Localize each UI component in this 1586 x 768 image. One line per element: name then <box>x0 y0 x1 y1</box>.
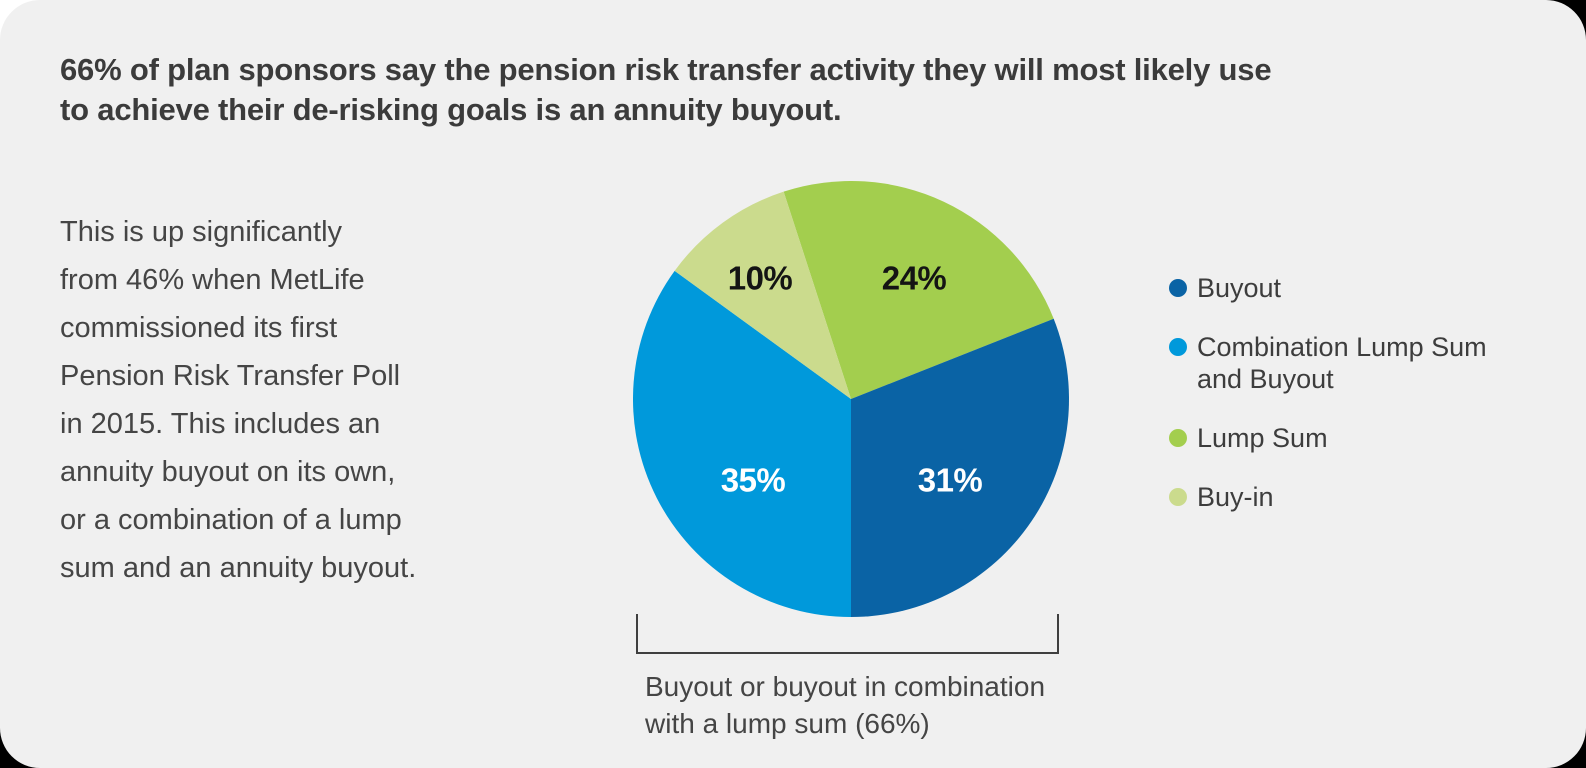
legend-label: Buy-in <box>1197 482 1274 512</box>
pie-slice-buyout <box>851 318 1069 617</box>
legend-item-buy-in: Buy-in <box>1169 481 1487 513</box>
legend-dot-buyout <box>1169 279 1187 297</box>
pie-slice-lump-sum <box>783 181 1054 399</box>
headline: 66% of plan sponsors say the pension ris… <box>60 52 1272 127</box>
legend-dot-buy-in <box>1169 488 1187 506</box>
pie-label-buy-in: 10% <box>728 260 793 297</box>
pie-label-buyout: 31% <box>918 462 983 499</box>
bracket-annotation-line <box>636 614 1059 654</box>
pie-chart-container: 24% 31% 35% 10% <box>633 181 1069 617</box>
legend-item-lump-sum: Lump Sum <box>1169 422 1487 454</box>
legend-dot-combination-lump-sum <box>1169 338 1187 356</box>
pie-chart: 24% 31% 35% 10% <box>633 181 1069 617</box>
legend-label: Buyout <box>1197 273 1282 303</box>
legend-label: Lump Sum <box>1197 423 1328 453</box>
bracket-caption: Buyout or buyout in combination with a l… <box>645 671 1046 739</box>
legend-label: Combination Lump Sum and Buyout <box>1197 332 1487 394</box>
pie-slice-combination-lump-sum-and-buyout <box>633 270 851 617</box>
legend: Buyout Combination Lump Sum and Buyout Lum… <box>1169 272 1487 513</box>
legend-dot-lump-sum <box>1169 429 1187 447</box>
pie-label-lump-sum: 24% <box>882 260 947 297</box>
legend-item-buyout: Buyout <box>1169 272 1487 304</box>
pie-slice-buy-in <box>674 191 851 399</box>
description-paragraph: This is up significantly from 46% when M… <box>60 216 417 584</box>
legend-item-combination-lump-sum: Combination Lump Sum and Buyout <box>1169 331 1487 395</box>
pie-label-combination-lump-sum-and-buyout: 35% <box>721 462 786 499</box>
